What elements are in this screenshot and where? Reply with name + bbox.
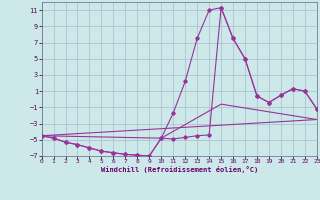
X-axis label: Windchill (Refroidissement éolien,°C): Windchill (Refroidissement éolien,°C) (100, 166, 258, 173)
